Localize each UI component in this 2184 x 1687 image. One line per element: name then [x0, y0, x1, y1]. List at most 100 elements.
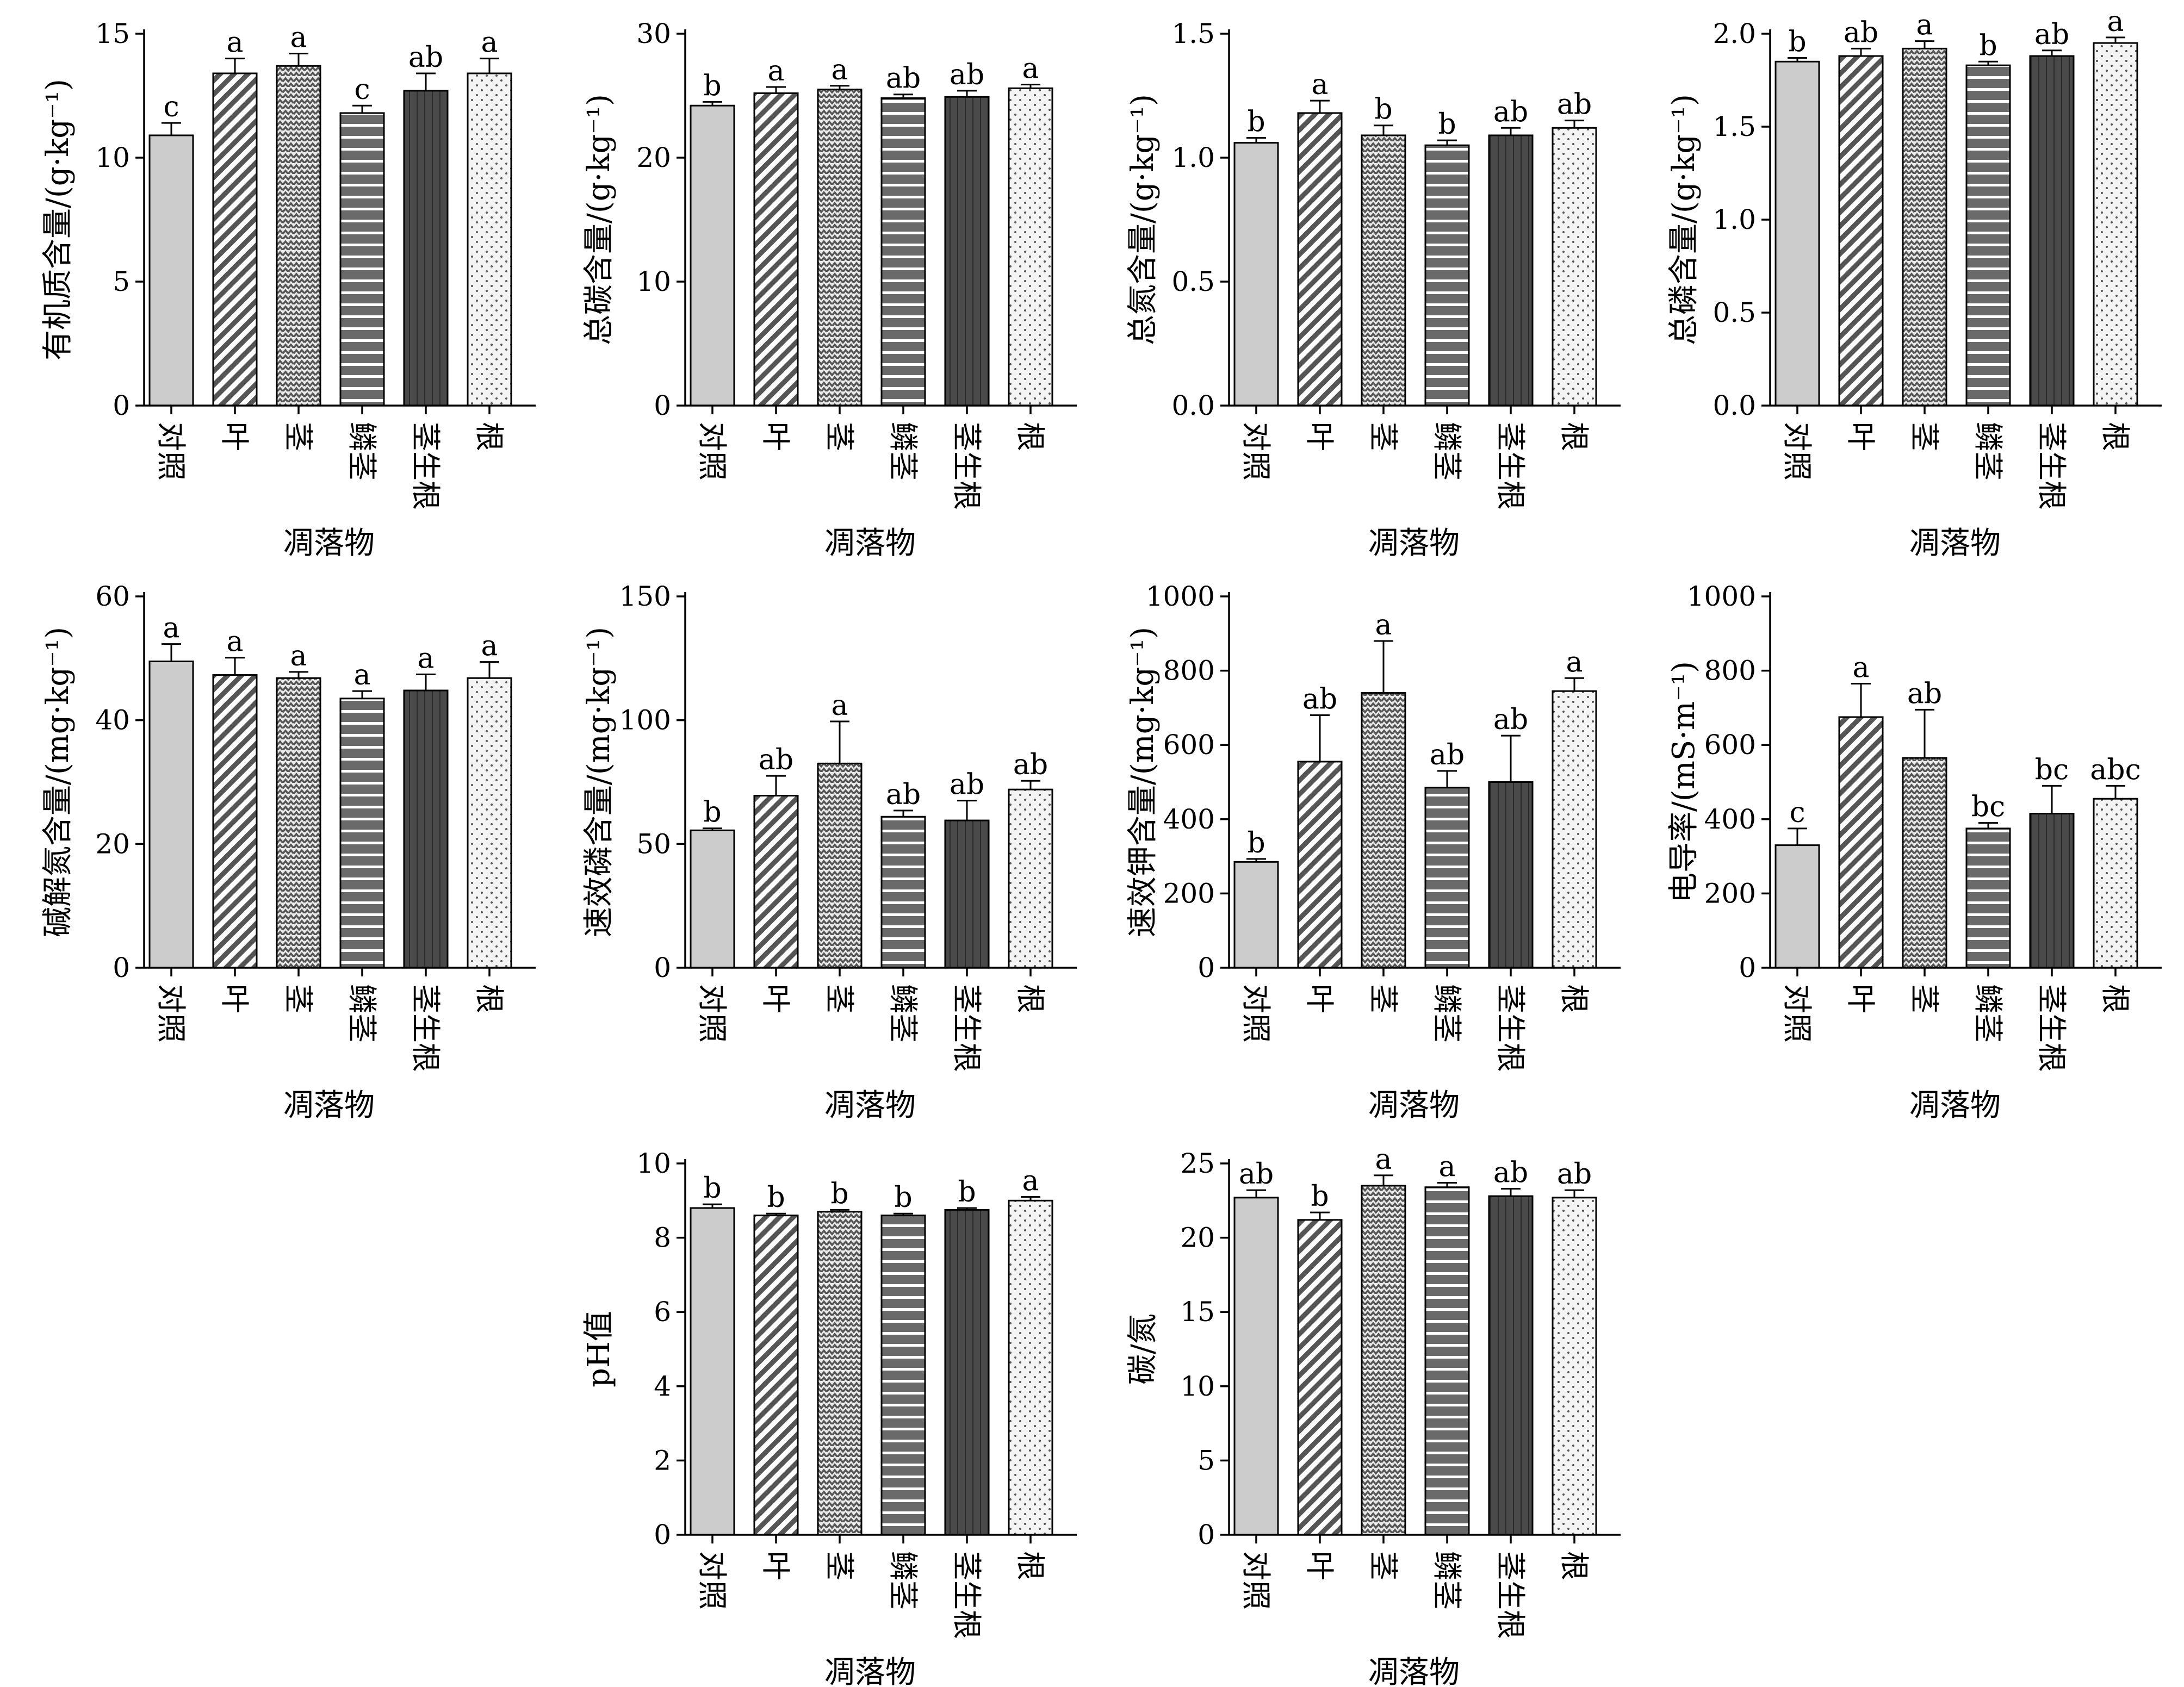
significance-letter: ab	[1493, 704, 1528, 736]
y-tick-label: 100	[619, 705, 671, 736]
bar-dots	[2093, 798, 2138, 969]
bar-vertical-dark	[2029, 55, 2075, 407]
x-axis-title: 凋落物	[1909, 1088, 2001, 1123]
x-category-label: 叶	[1302, 422, 1337, 451]
significance-letter: a	[290, 640, 307, 673]
x-category-label: 鳞茎	[886, 1551, 920, 1610]
bar-horizontal-stripes	[1965, 827, 2011, 969]
x-category-label: 茎	[1366, 1551, 1400, 1580]
bar-zigzag	[276, 65, 321, 407]
y-tick-label: 5	[113, 266, 130, 297]
x-category-label: 对照	[1239, 984, 1273, 1043]
x-axis-title: 凋落物	[1368, 526, 1460, 561]
y-tick-label: 40	[95, 705, 130, 736]
y-tick-label: 0	[654, 952, 671, 983]
significance-letter: bc	[1971, 791, 2005, 824]
bar-horizontal-stripes	[1424, 144, 1470, 407]
x-category-label: 鳞茎	[1971, 984, 2005, 1043]
y-tick-label: 400	[1163, 804, 1215, 835]
x-category-label: 叶	[218, 422, 252, 451]
y-tick-label: 1.0	[1713, 204, 1756, 235]
x-category-label: 鳞茎	[886, 422, 920, 481]
y-axis-title: 有机质含量/(g·kg⁻¹)	[40, 79, 76, 360]
chart-panel-total-phosphorus: b ab ab ab a0.00.51.01.52.0对照叶茎鳞茎 茎生根 根总磷含量/(g…	[1666, 5, 2162, 561]
bar-dots	[1008, 87, 1053, 407]
significance-letter: b	[958, 1176, 976, 1209]
bar-dots	[467, 677, 512, 969]
bar-zigzag	[1361, 134, 1406, 407]
bar-diagonal-hatch	[1838, 716, 1884, 969]
significance-letter: a	[226, 626, 243, 658]
y-tick-label: 1000	[1687, 581, 1756, 612]
significance-letter: a	[353, 659, 370, 692]
bar-solid-light	[690, 829, 735, 969]
x-category-label: 茎	[281, 422, 315, 451]
y-tick-label: 8	[654, 1222, 671, 1254]
bar-zigzag	[817, 762, 863, 969]
y-tick-label: 0.0	[1713, 390, 1756, 421]
x-category-label: 对照	[695, 984, 729, 1043]
x-axis-title: 凋落物	[824, 526, 916, 561]
x-axis-title: 凋落物	[1909, 526, 2001, 561]
y-tick-label: 10	[1180, 1371, 1215, 1402]
significance-letter: ab	[1557, 1158, 1592, 1191]
y-tick-label: 10	[95, 142, 130, 173]
significance-letter: ab	[1430, 739, 1465, 771]
significance-letter: a	[1311, 69, 1328, 101]
bar-vertical-dark	[944, 96, 990, 407]
bar-diagonal-hatch	[212, 72, 258, 407]
bar-dots	[1552, 127, 1597, 407]
y-tick-label: 2.0	[1713, 18, 1756, 49]
x-category-label: 根	[472, 984, 506, 1013]
bar-zigzag	[276, 677, 321, 969]
x-category-label: 茎生根	[950, 984, 984, 1072]
y-axis-title: 总氮含量/(g·kg⁻¹)	[1125, 94, 1161, 345]
bar-solid-light	[690, 104, 735, 407]
y-tick-label: 1000	[1146, 581, 1215, 612]
bar-zigzag	[817, 89, 863, 407]
significance-letter: a	[1375, 609, 1392, 642]
y-tick-label: 150	[619, 581, 671, 612]
x-category-label: 茎	[1907, 422, 1941, 451]
bar-solid-light	[1774, 60, 1820, 407]
bar-solid-light	[690, 1207, 735, 1536]
y-tick-label: 50	[636, 828, 671, 860]
y-tick-label: 4	[654, 1371, 671, 1402]
y-tick-label: 600	[1704, 729, 1756, 761]
bar-vertical-dark	[1488, 1195, 1534, 1536]
significance-letter: a	[226, 27, 243, 59]
significance-letter: c	[354, 73, 370, 106]
bar-solid-light	[148, 134, 194, 407]
bar-solid-light	[1233, 142, 1279, 407]
x-category-label: 鳞茎	[1971, 422, 2005, 481]
x-category-label: 鳞茎	[1430, 1551, 1464, 1610]
y-tick-label: 30	[636, 18, 671, 49]
x-category-label: 根	[472, 422, 506, 451]
chart-panel-conductivity: caabbcbc abc02004006008001000对照叶茎鳞茎 茎生根 根电导…	[1666, 581, 2162, 1123]
significance-letter: ab	[1907, 677, 1942, 710]
x-category-label: 叶	[1844, 422, 1878, 451]
x-category-label: 鳞茎	[886, 984, 920, 1043]
bar-dots	[1552, 1197, 1597, 1536]
bar-solid-light	[1233, 1197, 1279, 1536]
bar-dots	[467, 72, 512, 407]
bar-zigzag	[1361, 692, 1406, 969]
x-category-label: 茎	[281, 984, 315, 1013]
y-tick-label: 0.5	[1171, 266, 1215, 297]
significance-letter: ab	[1557, 89, 1592, 121]
significance-letter: a	[290, 21, 307, 54]
x-category-label: 茎	[1907, 984, 1941, 1013]
bar-horizontal-stripes	[880, 97, 926, 407]
significance-letter: ab	[1844, 16, 1878, 49]
bar-dots	[1008, 788, 1053, 969]
x-category-label: 根	[1013, 422, 1047, 451]
x-category-label: 叶	[1302, 1551, 1337, 1580]
significance-letter: ab	[1493, 1156, 1528, 1189]
bar-vertical-dark	[2029, 813, 2075, 969]
significance-letter: a	[1438, 1151, 1455, 1184]
significance-letter: b	[1979, 29, 1997, 62]
chart-panel-cn-ratio: abba a ab ab0510152025对照叶茎鳞茎 茎生根 根碳/氮凋落物	[1125, 1143, 1621, 1687]
x-category-label: 根	[2098, 422, 2132, 451]
chart-panel-total-carbon: b a a ab ab a 0 10 20 30 对照 叶茎鳞茎 茎生根 根 总碳含量/(g·kg⁻¹) 凋落…	[581, 18, 1077, 561]
